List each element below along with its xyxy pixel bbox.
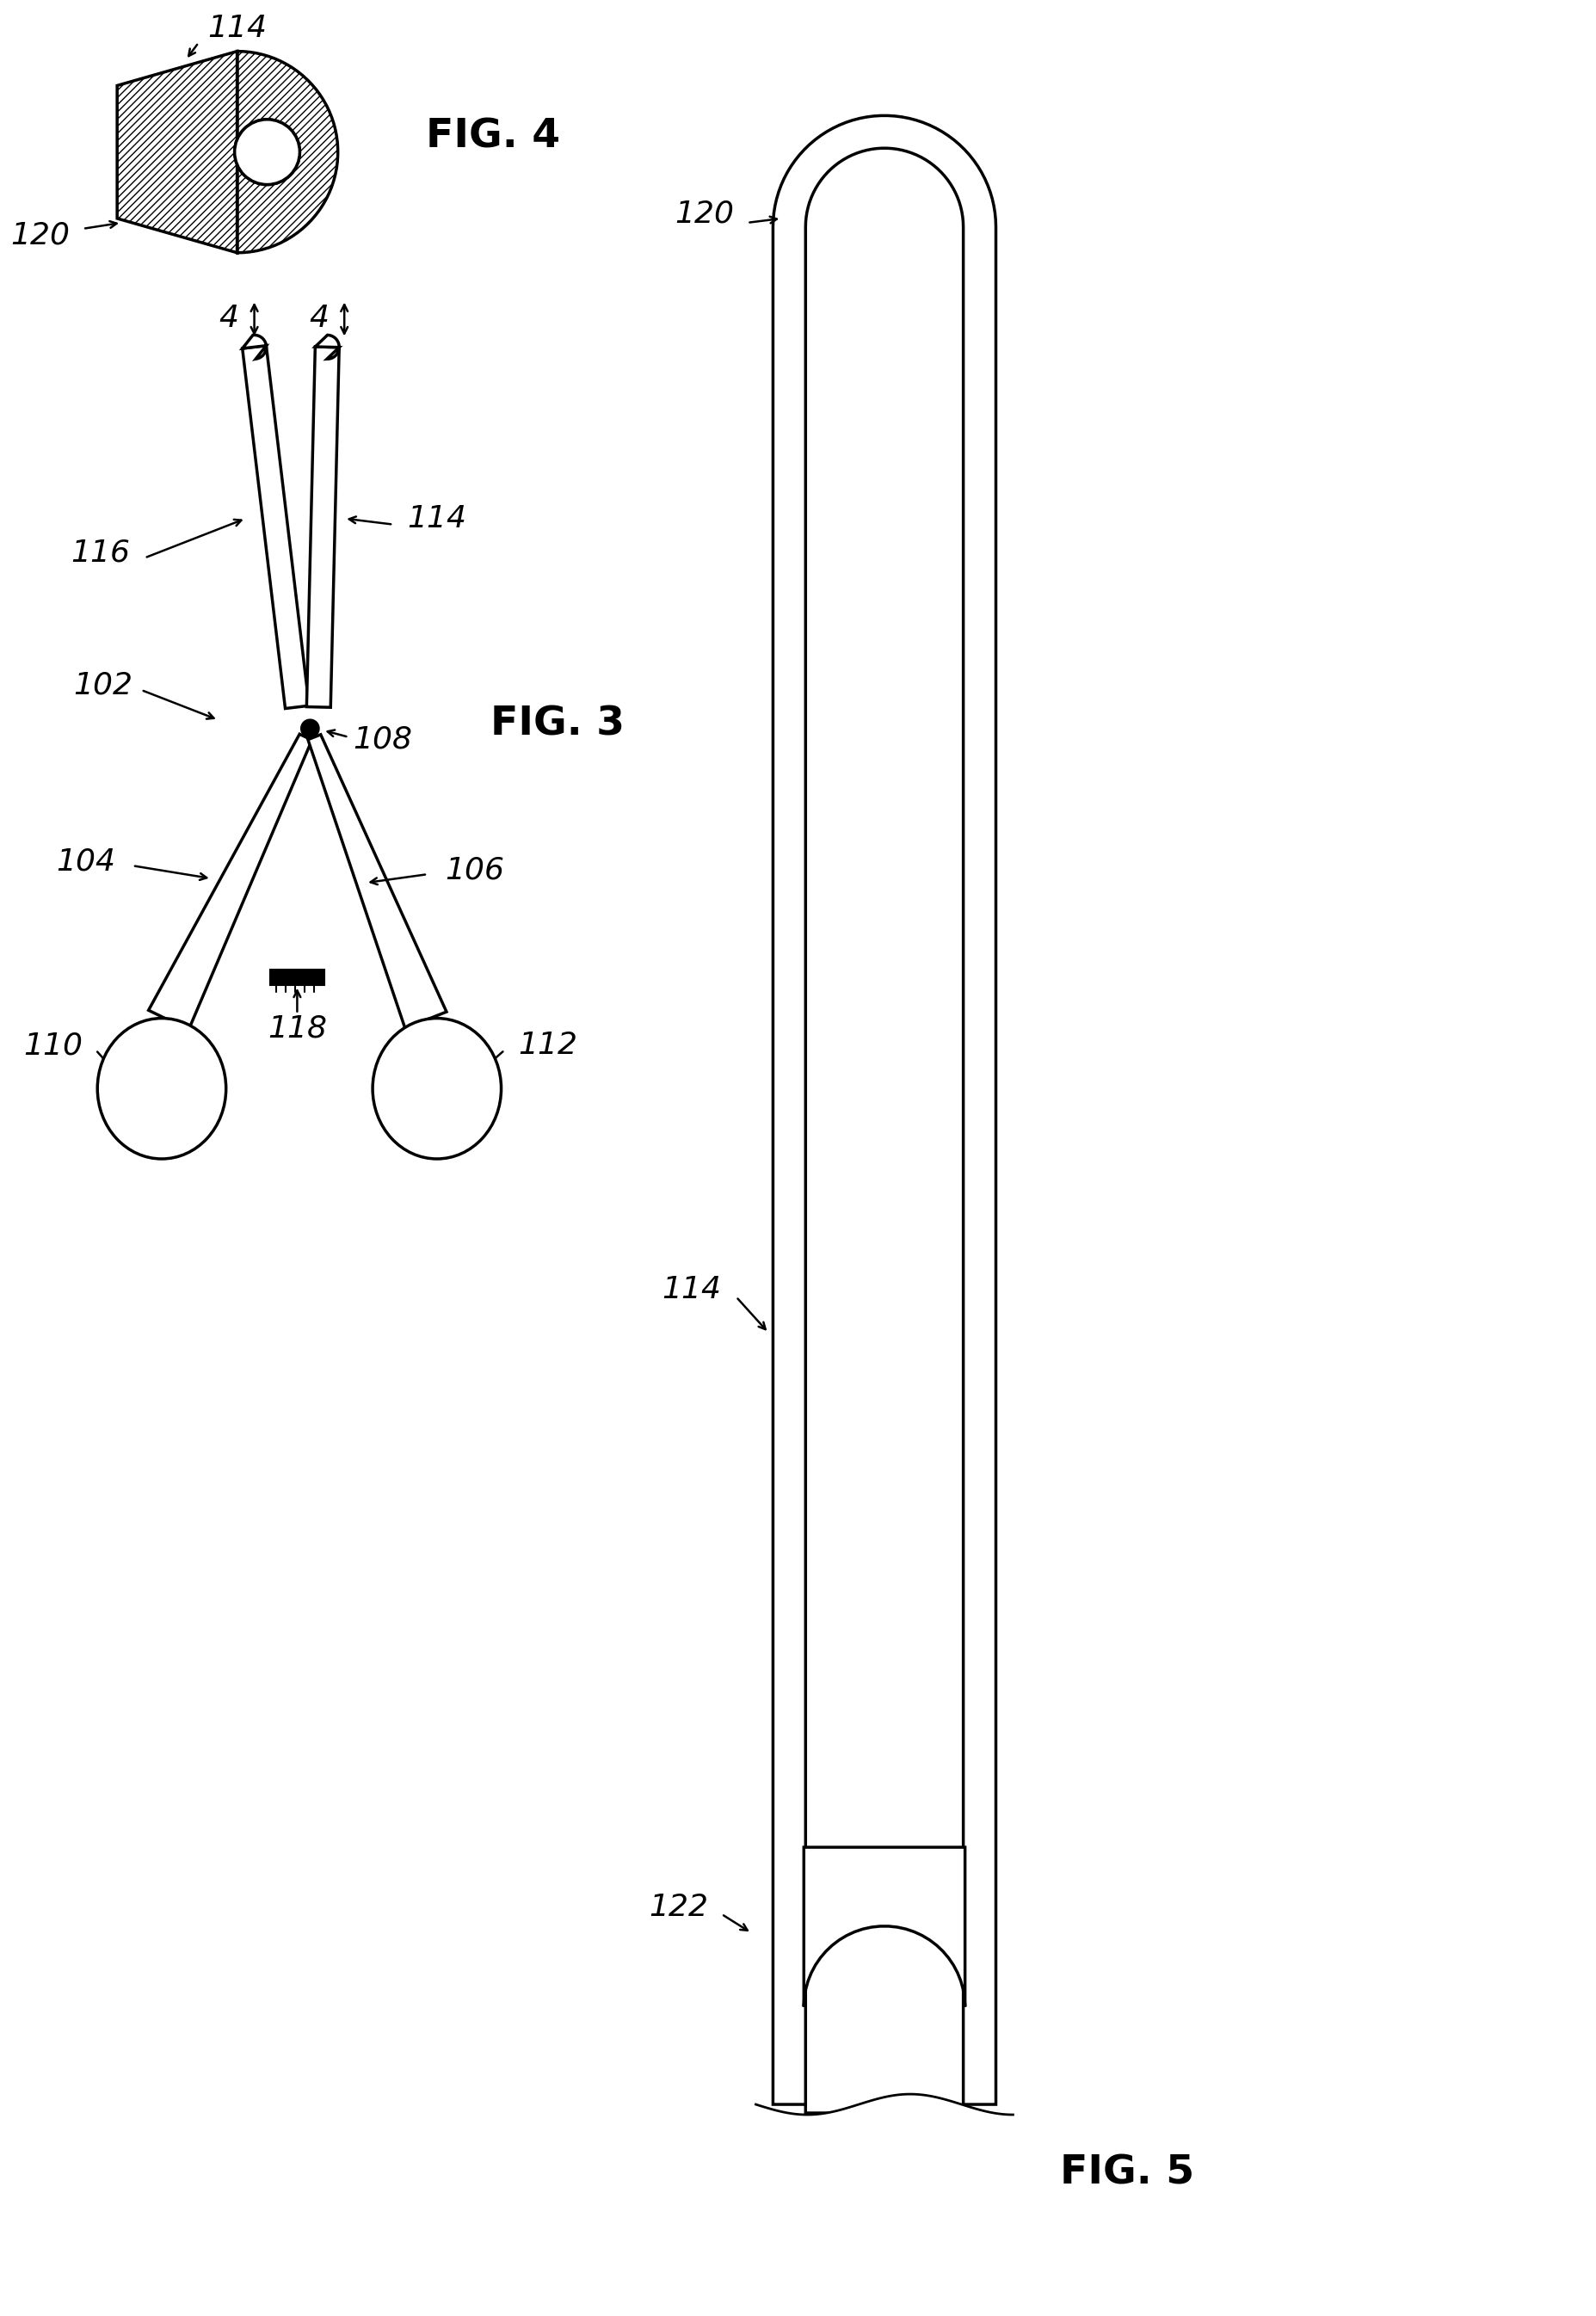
Polygon shape <box>314 336 338 359</box>
Text: 120: 120 <box>675 199 734 229</box>
Polygon shape <box>117 51 338 252</box>
Text: FIG. 5: FIG. 5 <box>1060 2154 1194 2193</box>
Ellipse shape <box>97 1019 227 1158</box>
Polygon shape <box>306 347 338 706</box>
Polygon shape <box>243 345 310 709</box>
Text: 4: 4 <box>219 303 239 334</box>
Text: 102: 102 <box>73 672 132 699</box>
Polygon shape <box>772 116 996 2105</box>
Polygon shape <box>243 336 267 359</box>
Text: 108: 108 <box>353 725 412 755</box>
Text: 4: 4 <box>310 303 329 334</box>
Circle shape <box>235 120 300 185</box>
Text: FIG. 4: FIG. 4 <box>426 118 560 157</box>
Polygon shape <box>270 970 324 984</box>
Text: 118: 118 <box>268 1014 327 1042</box>
Polygon shape <box>308 734 447 1028</box>
Circle shape <box>302 720 319 736</box>
Text: 122: 122 <box>650 1892 709 1922</box>
Text: 104: 104 <box>56 848 115 875</box>
Text: 120: 120 <box>11 220 70 250</box>
Text: 114: 114 <box>207 14 267 42</box>
Text: 114: 114 <box>407 505 466 533</box>
Circle shape <box>235 120 298 183</box>
Text: 110: 110 <box>24 1031 83 1061</box>
Text: 116: 116 <box>70 537 129 567</box>
Polygon shape <box>148 734 311 1031</box>
Polygon shape <box>804 148 962 2112</box>
Text: 114: 114 <box>662 1276 721 1304</box>
Text: 106: 106 <box>444 855 504 885</box>
Text: FIG. 3: FIG. 3 <box>490 704 624 743</box>
Text: 112: 112 <box>519 1031 578 1061</box>
Polygon shape <box>803 1848 964 2006</box>
Ellipse shape <box>372 1019 501 1158</box>
